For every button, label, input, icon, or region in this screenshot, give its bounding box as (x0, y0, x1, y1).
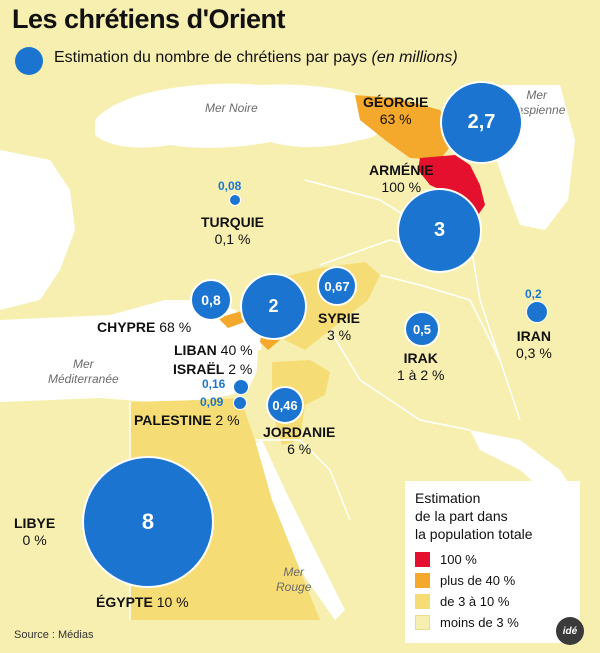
iraq-bubble: 0,5 (404, 311, 440, 347)
lebanon-name: LIBAN (174, 342, 217, 358)
turkey-label: TURQUIE 0,1 % (201, 214, 264, 248)
legend-row-3-10: de 3 à 10 % (415, 591, 570, 612)
subtitle-unit: (en millions) (371, 49, 458, 66)
jordan-pct: 6 % (287, 441, 312, 457)
georgia-pct: 63 % (379, 111, 412, 127)
legend-bubble-icon (15, 47, 43, 75)
egypt-pct: 10 % (156, 594, 189, 610)
palestine-label: PALESTINE 2 % (134, 412, 240, 429)
israel-pct: 2 % (228, 361, 253, 377)
med-line2: Méditerranée (48, 372, 119, 386)
libya-name: LIBYE (14, 515, 56, 531)
cyprus-label: CHYPRE 68 % (97, 319, 191, 336)
turkey-pct: 0,1 % (214, 231, 251, 247)
palestine-value: 0,09 (200, 395, 224, 409)
cyprus-name: CHYPRE (97, 319, 156, 335)
subtitle-text: Estimation du nombre de chrétiens par pa… (54, 49, 368, 66)
legend-title-line3: la population totale (415, 526, 533, 542)
legend-swatch-yellow (415, 594, 430, 609)
ide-logo: idé (556, 617, 584, 645)
iran-bubble (526, 301, 548, 323)
med-line1: Mer (73, 357, 94, 371)
lebanon-bubble: 2 (240, 273, 307, 340)
syria-pct: 3 % (326, 327, 352, 343)
georgia-bubble: 2,7 (440, 81, 523, 164)
georgia-label: GÉORGIE 63 % (363, 94, 428, 128)
legend-swatch-pale (415, 615, 430, 630)
jordan-bubble: 0,46 (266, 386, 304, 424)
lebanon-label: LIBAN 40 % (174, 342, 253, 359)
egypt-bubble: 8 (82, 456, 214, 588)
armenia-name: ARMÉNIE (369, 162, 434, 178)
egypt-name: ÉGYPTE (96, 594, 153, 610)
egypt-label: ÉGYPTE 10 % (96, 594, 189, 611)
cyprus-bubble: 0,8 (190, 279, 232, 321)
israel-label: ISRAËL 2 % (173, 361, 252, 378)
sea-label-caspian: Mer Caspienne (508, 88, 565, 118)
cyprus-pct: 68 % (159, 319, 192, 335)
turkey-value: 0,08 (218, 179, 242, 193)
iraq-label: IRAK 1 à 2 % (397, 350, 444, 384)
turkey-name: TURQUIE (201, 214, 264, 230)
caspian-line1: Mer (526, 88, 548, 102)
legend-row-100: 100 % (415, 549, 570, 570)
palestine-name: PALESTINE (134, 412, 212, 428)
armenia-pct: 100 % (381, 179, 422, 195)
legend-box: Estimation de la part dans la population… (405, 481, 580, 643)
iran-label: IRAN 0,3 % (516, 328, 552, 362)
legend-label-under3: moins de 3 % (440, 615, 519, 630)
legend-title: Estimation de la part dans la population… (415, 489, 570, 543)
syria-label: SYRIE 3 % (318, 310, 360, 344)
israel-name: ISRAËL (173, 361, 225, 377)
syria-bubble: 0,67 (317, 266, 357, 306)
libya-label: LIBYE 0 % (14, 515, 55, 549)
legend-label-3-10: de 3 à 10 % (440, 594, 510, 609)
map-title: Les chrétiens d'Orient (12, 4, 286, 34)
map-subtitle: Estimation du nombre de chrétiens par pa… (54, 49, 458, 67)
israel-value: 0,16 (202, 377, 226, 391)
mediterranean-sea-shape (0, 300, 262, 402)
legend-row-over40: plus de 40 % (415, 570, 570, 591)
jordan-name: JORDANIE (263, 424, 336, 440)
red-line1: Mer (283, 565, 305, 579)
palestine-pct: 2 % (215, 412, 240, 428)
israel-bubble (233, 379, 249, 395)
turkey-bubble (229, 194, 241, 206)
legend-swatch-orange (415, 573, 430, 588)
legend-label-over40: plus de 40 % (440, 573, 516, 588)
palestine-bubble (233, 396, 247, 410)
georgia-shape (355, 95, 455, 160)
georgia-name: GÉORGIE (363, 94, 429, 110)
jordan-label: JORDANIE 6 % (263, 424, 335, 458)
caspian-line2: Caspienne (508, 103, 566, 117)
legend-row-under3: moins de 3 % (415, 612, 570, 633)
iraq-name: IRAK (403, 350, 438, 366)
source-note: Source : Médias (14, 629, 94, 641)
libya-pct: 0 % (22, 532, 47, 548)
sea-label-red: Mer Rouge (276, 565, 311, 595)
sea-label-mediterranean: Mer Méditerranée (48, 357, 119, 387)
iran-name: IRAN (516, 328, 552, 344)
sea-label-black: Mer Noire (205, 101, 258, 115)
red-sea-shape (250, 440, 345, 620)
red-line2: Rouge (276, 580, 312, 594)
iran-value: 0,2 (525, 287, 542, 301)
legend-label-100: 100 % (440, 552, 477, 567)
iran-pct: 0,3 % (516, 345, 552, 361)
legend-title-line2: de la part dans (415, 508, 508, 524)
iraq-pct: 1 à 2 % (397, 367, 445, 383)
armenia-bubble: 3 (397, 188, 482, 273)
lebanon-pct: 40 % (220, 342, 253, 358)
legend-swatch-red (415, 552, 430, 567)
black-sea-shape (95, 83, 388, 148)
armenia-label: ARMÉNIE 100 % (369, 162, 434, 196)
aegean-shape (0, 150, 75, 310)
syria-name: SYRIE (318, 310, 361, 326)
legend-title-line1: Estimation (415, 490, 481, 506)
